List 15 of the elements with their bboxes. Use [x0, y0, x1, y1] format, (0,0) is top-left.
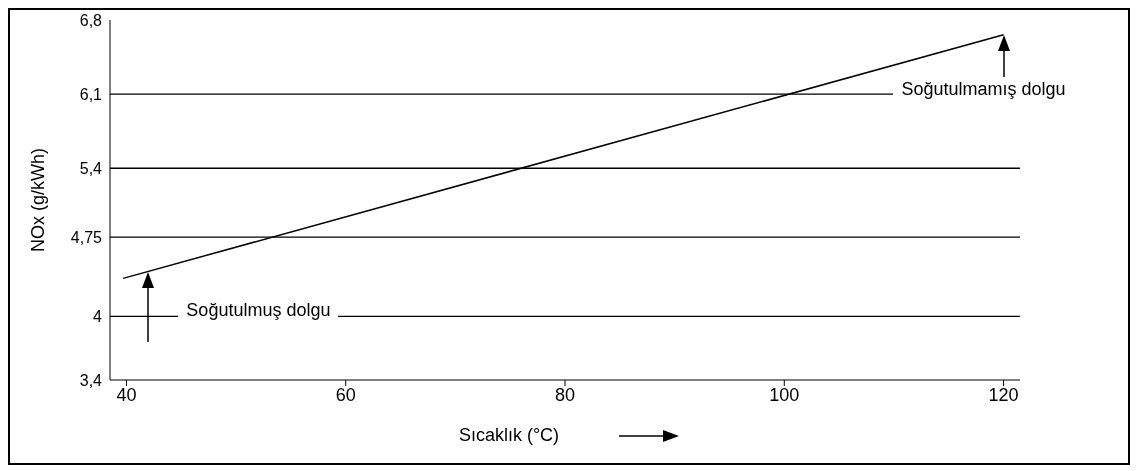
y-tick-label: 6,1 — [79, 85, 103, 103]
y-tick-label: 3,4 — [79, 371, 103, 389]
y-axis-title: NOx (g/kWh) — [28, 147, 49, 253]
x-axis-title: Sıcaklık (°C) — [458, 425, 560, 446]
x-tick-label: 120 — [988, 384, 1019, 405]
x-tick-label: 40 — [116, 384, 137, 405]
y-tick-label: 4,75 — [70, 228, 103, 246]
annotation: Soğutulmamış dolgu — [893, 78, 1074, 100]
x-tick-label: 60 — [335, 384, 356, 405]
annotation: Soğutulmuş dolgu — [178, 300, 339, 321]
y-tick-label: 6,8 — [79, 11, 103, 29]
y-tick-label: 4 — [93, 308, 103, 326]
y-tick-label: 5,4 — [79, 159, 103, 177]
x-tick-label: 100 — [769, 384, 800, 405]
x-tick-label: 80 — [554, 384, 576, 405]
